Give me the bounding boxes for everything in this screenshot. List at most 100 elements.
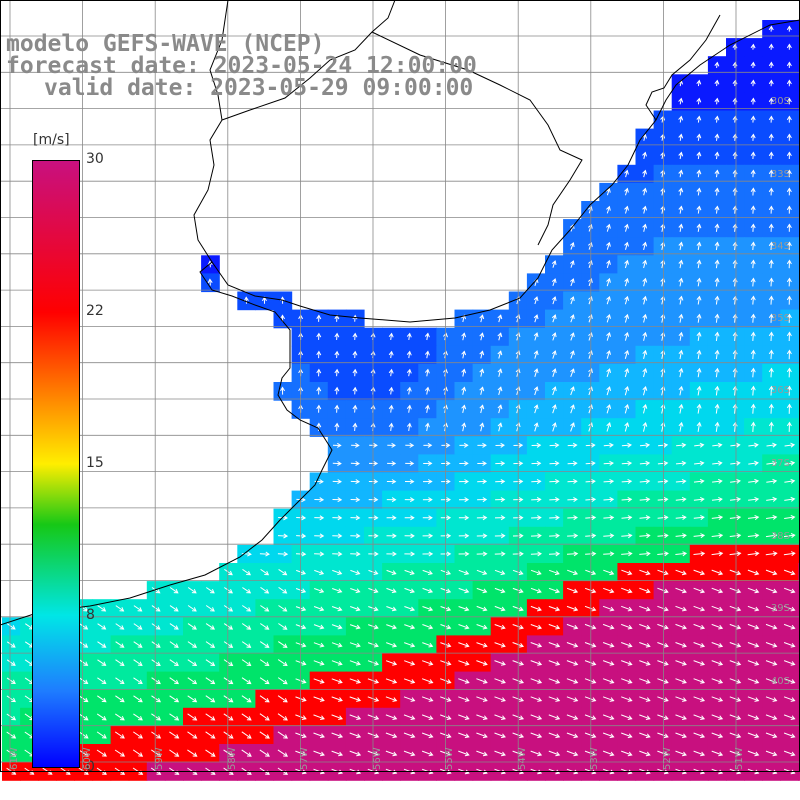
wind-arrow bbox=[476, 605, 488, 612]
wind-arrow bbox=[657, 642, 669, 648]
wind-arrow bbox=[476, 587, 488, 594]
wind-arrow bbox=[494, 714, 506, 720]
wind-arrow bbox=[678, 187, 684, 196]
wind-arrow bbox=[711, 569, 724, 576]
wind-arrow bbox=[675, 515, 687, 520]
wind-arrow bbox=[570, 386, 575, 396]
wind-arrow bbox=[278, 568, 288, 576]
wind-arrow bbox=[747, 515, 760, 520]
wind-arrow bbox=[639, 442, 651, 448]
wind-arrow bbox=[784, 514, 796, 520]
wind-arrow bbox=[768, 223, 774, 232]
wind-arrow bbox=[642, 205, 648, 214]
wind-arrow bbox=[696, 241, 702, 251]
wind-arrow bbox=[639, 623, 651, 630]
wind-arrow bbox=[223, 731, 234, 739]
wind-arrow bbox=[224, 568, 233, 576]
wind-arrow bbox=[497, 350, 503, 359]
wind-arrow bbox=[458, 642, 470, 648]
wind-arrow bbox=[693, 515, 705, 520]
wind-arrow bbox=[621, 605, 633, 612]
wind-arrow bbox=[169, 641, 179, 648]
wind-arrow bbox=[169, 677, 180, 685]
wind-arrow bbox=[714, 313, 720, 323]
wind-arrow bbox=[621, 533, 633, 539]
colorbar-tick-30: 30 bbox=[86, 151, 104, 167]
wind-arrow bbox=[421, 714, 434, 720]
wind-arrow bbox=[548, 696, 561, 702]
wind-arrow bbox=[783, 660, 796, 666]
wind-arrow bbox=[768, 169, 774, 178]
wind-arrow bbox=[549, 569, 560, 576]
wind-arrow bbox=[331, 714, 344, 720]
wind-arrow bbox=[334, 386, 340, 395]
wind-arrow bbox=[205, 713, 216, 721]
wind-arrow bbox=[260, 623, 270, 630]
lon-label: 54W bbox=[517, 747, 528, 770]
wind-arrow bbox=[696, 187, 702, 196]
wind-arrow bbox=[241, 677, 252, 685]
wind-arrow bbox=[602, 714, 615, 720]
wind-arrow bbox=[621, 732, 633, 739]
wind-arrow bbox=[678, 133, 684, 141]
wind-arrow bbox=[714, 367, 720, 378]
wind-arrow bbox=[585, 478, 596, 484]
wind-arrow bbox=[313, 714, 325, 720]
wind-arrow bbox=[624, 223, 629, 232]
wind-arrow bbox=[784, 496, 796, 502]
wind-arrow bbox=[732, 115, 738, 123]
wind-arrow bbox=[476, 732, 488, 739]
wind-arrow bbox=[476, 660, 488, 666]
wind-arrow bbox=[97, 641, 107, 648]
wind-arrow bbox=[79, 659, 89, 666]
wind-arrow bbox=[678, 421, 684, 432]
wind-arrow bbox=[316, 350, 322, 359]
wind-arrow bbox=[750, 151, 756, 160]
wind-arrow bbox=[765, 551, 778, 557]
wind-arrow bbox=[458, 533, 470, 539]
wind-arrow bbox=[497, 332, 503, 341]
wind-arrow bbox=[205, 659, 216, 666]
wind-arrow bbox=[786, 349, 792, 360]
wind-arrow bbox=[461, 422, 467, 432]
wind-arrow bbox=[133, 641, 143, 648]
wind-arrow bbox=[748, 496, 760, 502]
wind-arrow bbox=[494, 750, 506, 757]
wind-arrow bbox=[729, 569, 742, 576]
wind-arrow bbox=[714, 115, 720, 123]
wind-arrow bbox=[768, 151, 774, 160]
lat-label: 35S bbox=[770, 313, 790, 324]
wind-arrow bbox=[352, 386, 358, 395]
wind-arrow bbox=[403, 714, 416, 720]
wind-arrow bbox=[386, 642, 398, 648]
wind-arrow bbox=[259, 551, 270, 557]
wind-arrow bbox=[584, 660, 597, 666]
wind-arrow bbox=[477, 442, 487, 448]
wind-arrow bbox=[458, 714, 470, 720]
wind-arrow bbox=[260, 568, 270, 576]
wind-arrow bbox=[530, 587, 542, 594]
wind-arrow bbox=[657, 460, 669, 466]
wind-arrow bbox=[406, 422, 412, 431]
wind-speed-cells bbox=[2, 20, 800, 781]
wind-arrow bbox=[584, 605, 597, 612]
wind-arrow bbox=[696, 367, 702, 378]
wind-arrow bbox=[657, 623, 669, 630]
wind-arrow bbox=[388, 404, 394, 413]
wind-arrow bbox=[765, 678, 778, 684]
wind-arrow bbox=[714, 187, 720, 196]
wind-arrow bbox=[476, 642, 488, 648]
wind-arrow bbox=[385, 678, 398, 684]
wind-arrow bbox=[747, 587, 760, 594]
wind-arrow bbox=[747, 551, 760, 557]
wind-arrow bbox=[549, 478, 560, 484]
wind-arrow bbox=[331, 660, 343, 666]
wind-arrow bbox=[696, 223, 702, 232]
wind-arrow bbox=[79, 641, 89, 648]
wind-arrow bbox=[277, 731, 289, 739]
wind-arrow bbox=[422, 642, 434, 648]
wind-arrow bbox=[551, 332, 557, 341]
lon-label: 57W bbox=[299, 747, 310, 770]
wind-arrow bbox=[533, 332, 539, 341]
wind-arrow bbox=[187, 605, 197, 612]
